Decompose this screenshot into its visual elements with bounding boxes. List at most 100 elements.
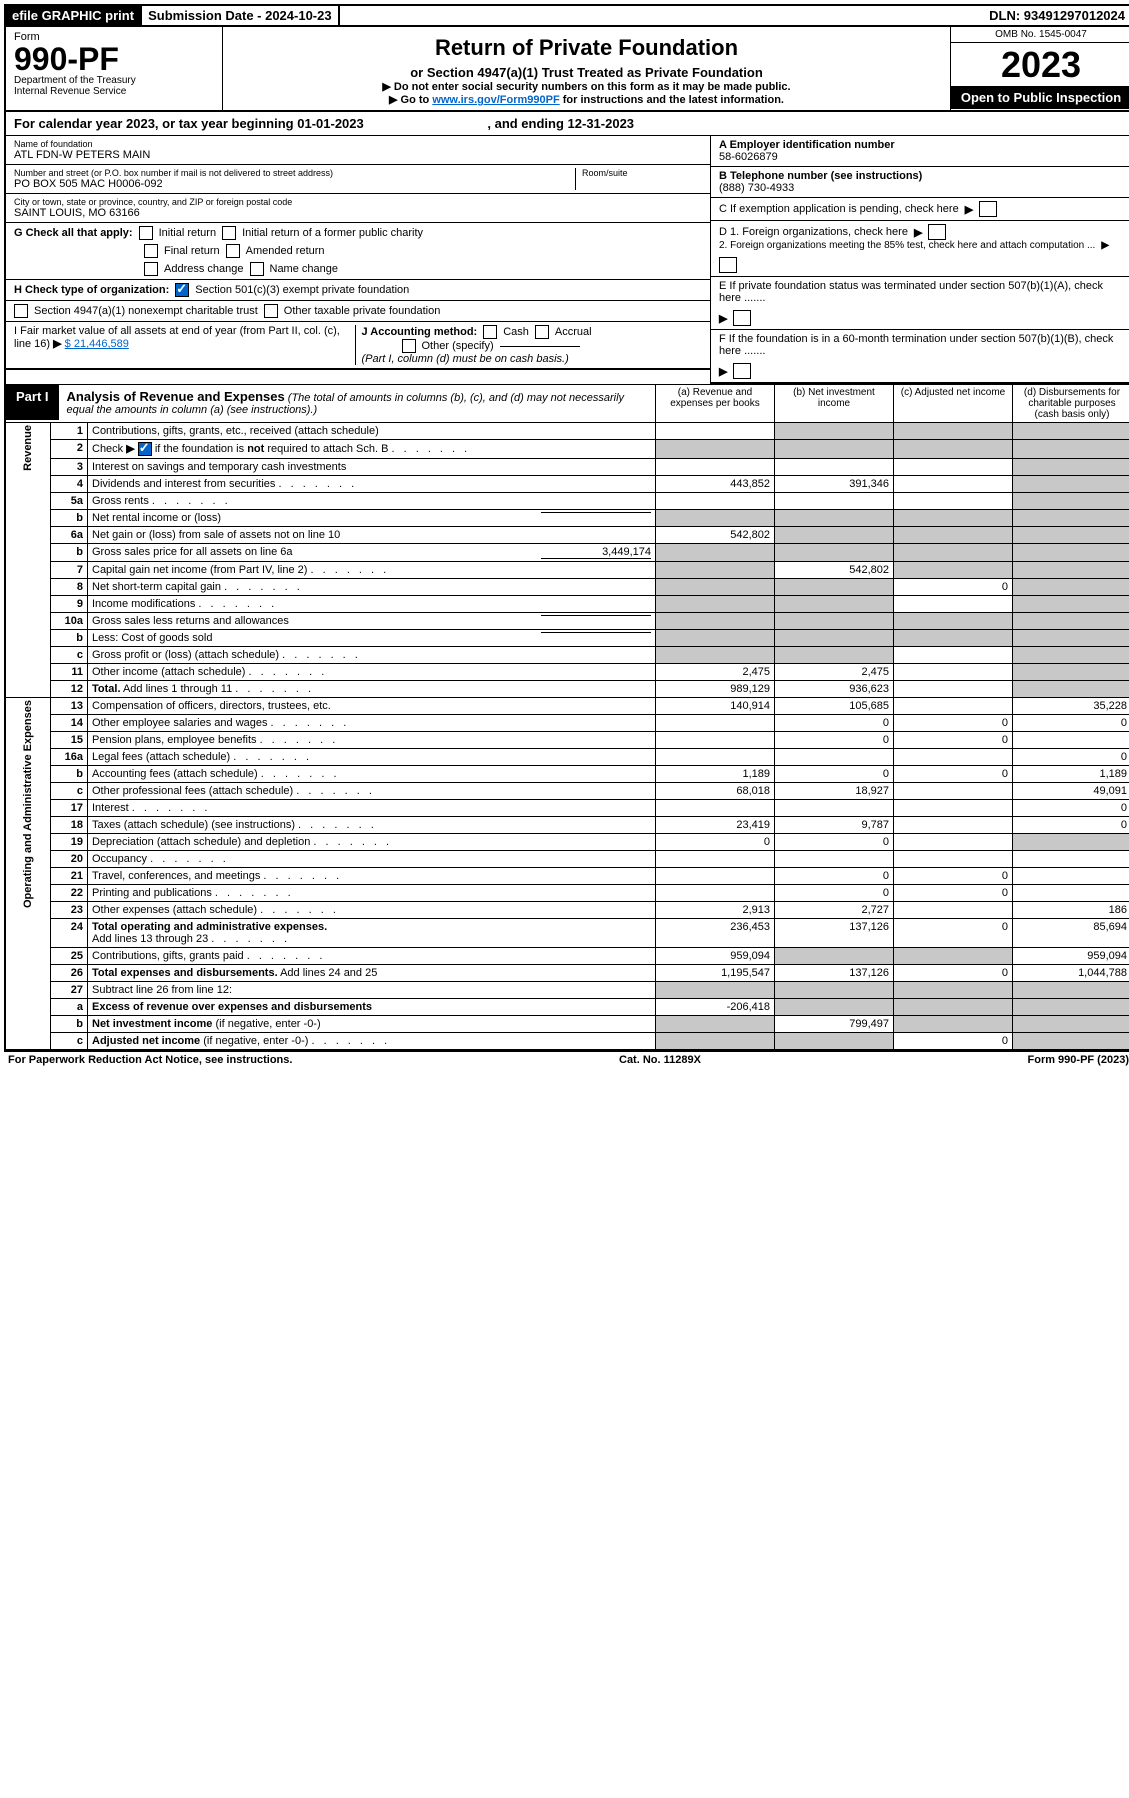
table-cell [775, 948, 894, 965]
table-cell [1013, 459, 1129, 476]
table-cell: 989,129 [656, 681, 775, 698]
table-cell [894, 698, 1013, 715]
table-row: 14Other employee salaries and wages . . … [5, 715, 1129, 732]
line-number: 2 [51, 440, 88, 459]
chk-f[interactable] [733, 363, 751, 379]
chk-schb[interactable] [138, 442, 152, 456]
chk-name[interactable] [250, 262, 264, 276]
d-cell: D 1. Foreign organizations, check here ▶… [711, 221, 1129, 277]
line-desc: Gross sales price for all assets on line… [88, 544, 656, 562]
line-desc: Total operating and administrative expen… [88, 919, 656, 948]
arrow-icon: ▶ [1101, 240, 1109, 251]
form-number: 990-PF [14, 43, 214, 75]
arrow-icon: ▶ [914, 226, 922, 239]
line-number: b [51, 630, 88, 647]
chk-final[interactable] [144, 244, 158, 258]
line-desc: Gross sales less returns and allowances [88, 613, 656, 630]
line-desc: Net investment income (if negative, ente… [88, 1016, 656, 1033]
chk-e[interactable] [733, 310, 751, 326]
c-label: C If exemption application is pending, c… [719, 203, 959, 215]
table-cell [656, 749, 775, 766]
arrow-icon: ▶ [719, 312, 727, 325]
table-row: 18Taxes (attach schedule) (see instructi… [5, 817, 1129, 834]
table-cell [656, 613, 775, 630]
line-desc: Adjusted net income (if negative, enter … [88, 1033, 656, 1050]
f-label: F If the foundation is in a 60-month ter… [719, 333, 1123, 357]
table-cell [1013, 982, 1129, 999]
chk-other-j[interactable] [402, 339, 416, 353]
b-val: (888) 730-4933 [719, 182, 1123, 194]
table-cell: 0 [894, 919, 1013, 948]
line-number: 23 [51, 902, 88, 919]
line-desc: Legal fees (attach schedule) . . . . . .… [88, 749, 656, 766]
line-number: 16a [51, 749, 88, 766]
info-left: Name of foundation ATL FDN-W PETERS MAIN… [6, 136, 710, 384]
table-row: cGross profit or (loss) (attach schedule… [5, 647, 1129, 664]
g5: Address change [164, 263, 244, 275]
chk-4947[interactable] [14, 304, 28, 318]
table-cell [894, 817, 1013, 834]
i-val[interactable]: $ 21,446,589 [65, 338, 129, 350]
table-cell: 0 [894, 965, 1013, 982]
table-cell [656, 562, 775, 579]
chk-accrual[interactable] [535, 325, 549, 339]
table-cell [1013, 476, 1129, 493]
table-cell [1013, 681, 1129, 698]
table-row: 12Total. Add lines 1 through 11 . . . . … [5, 681, 1129, 698]
table-cell [656, 440, 775, 459]
chk-c[interactable] [979, 201, 997, 217]
info-grid: Name of foundation ATL FDN-W PETERS MAIN… [4, 136, 1129, 384]
table-cell: 236,453 [656, 919, 775, 948]
table-cell [894, 851, 1013, 868]
calendar-year-row: For calendar year 2023, or tax year begi… [4, 112, 1129, 136]
table-cell: 2,913 [656, 902, 775, 919]
h1: Section 501(c)(3) exempt private foundat… [195, 284, 409, 296]
chk-initial-former[interactable] [222, 226, 236, 240]
chk-initial[interactable] [139, 226, 153, 240]
line-number: b [51, 1016, 88, 1033]
table-cell [656, 732, 775, 749]
table-cell [894, 664, 1013, 681]
form-link[interactable]: www.irs.gov/Form990PF [432, 94, 559, 106]
table-cell [656, 510, 775, 527]
j2: Accrual [555, 326, 592, 338]
form-subtitle: or Section 4947(a)(1) Trust Treated as P… [231, 65, 942, 80]
chk-cash[interactable] [483, 325, 497, 339]
table-cell: -206,418 [656, 999, 775, 1016]
chk-amended[interactable] [226, 244, 240, 258]
cal-end: 12-31-2023 [568, 116, 635, 131]
table-cell [894, 459, 1013, 476]
line-desc: Interest on savings and temporary cash i… [88, 459, 656, 476]
line-number: a [51, 999, 88, 1016]
table-row: 7Capital gain net income (from Part IV, … [5, 562, 1129, 579]
header-right: OMB No. 1545-0047 2023 Open to Public In… [950, 27, 1129, 110]
table-cell [894, 493, 1013, 510]
name-cell: Name of foundation ATL FDN-W PETERS MAIN [6, 136, 710, 165]
line-number: 20 [51, 851, 88, 868]
line-number: c [51, 647, 88, 664]
chk-other-tax[interactable] [264, 304, 278, 318]
chk-d2[interactable] [719, 257, 737, 273]
table-row: 17Interest . . . . . . .0 [5, 800, 1129, 817]
table-row: bGross sales price for all assets on lin… [5, 544, 1129, 562]
e-label: E If private foundation status was termi… [719, 280, 1123, 304]
chk-address[interactable] [144, 262, 158, 276]
addr: PO BOX 505 MAC H0006-092 [14, 178, 575, 190]
table-row: bLess: Cost of goods sold [5, 630, 1129, 647]
table-cell [656, 885, 775, 902]
g1: Initial return [159, 227, 216, 239]
omb: OMB No. 1545-0047 [951, 27, 1129, 43]
note-ssn: ▶ Do not enter social security numbers o… [231, 80, 942, 93]
table-cell [1013, 732, 1129, 749]
table-cell [1013, 493, 1129, 510]
table-cell: 105,685 [775, 698, 894, 715]
j-other-line [500, 346, 580, 347]
foundation-name: ATL FDN-W PETERS MAIN [14, 149, 702, 161]
line-number: 7 [51, 562, 88, 579]
table-row: aExcess of revenue over expenses and dis… [5, 999, 1129, 1016]
chk-d1[interactable] [928, 224, 946, 240]
chk-501c3[interactable] [175, 283, 189, 297]
table-cell: 0 [894, 715, 1013, 732]
irs: Internal Revenue Service [14, 86, 214, 97]
table-row: 22Printing and publications . . . . . . … [5, 885, 1129, 902]
